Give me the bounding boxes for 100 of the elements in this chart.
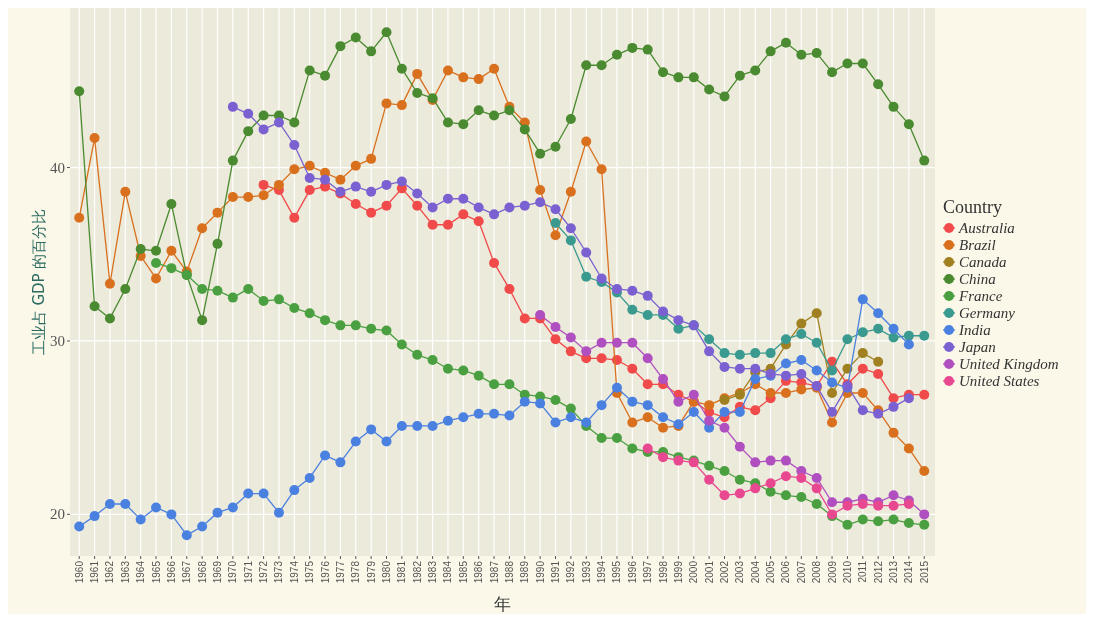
point xyxy=(289,164,300,175)
point xyxy=(473,105,484,116)
legend-label: United States xyxy=(959,373,1040,389)
point xyxy=(519,313,530,324)
point xyxy=(320,315,331,326)
point xyxy=(780,455,791,466)
point xyxy=(765,455,776,466)
point xyxy=(873,516,884,527)
point xyxy=(827,497,838,508)
point xyxy=(120,186,131,197)
point xyxy=(166,509,177,520)
point xyxy=(704,84,715,95)
point xyxy=(627,337,638,348)
point xyxy=(596,337,607,348)
legend-label: Japan xyxy=(959,339,996,355)
point xyxy=(366,323,377,334)
y-tick-label: 20 xyxy=(50,506,65,523)
point xyxy=(581,346,592,357)
point xyxy=(750,405,761,416)
x-tick-label: 1972 xyxy=(258,560,270,584)
point xyxy=(504,105,515,116)
point xyxy=(719,407,730,418)
point xyxy=(780,387,791,398)
point xyxy=(104,278,115,289)
point xyxy=(74,86,85,97)
point xyxy=(919,466,930,477)
point xyxy=(120,498,131,509)
point xyxy=(350,32,361,43)
point xyxy=(550,141,561,152)
point xyxy=(227,192,238,203)
point xyxy=(857,387,868,398)
point xyxy=(704,400,715,411)
point xyxy=(658,452,669,463)
point xyxy=(796,492,807,503)
point xyxy=(320,174,331,185)
point xyxy=(581,247,592,258)
point xyxy=(888,427,899,438)
point xyxy=(811,337,822,348)
point xyxy=(427,202,438,213)
point xyxy=(535,185,546,196)
point xyxy=(919,330,930,341)
point xyxy=(535,398,546,409)
point xyxy=(719,348,730,359)
point xyxy=(151,257,162,268)
point xyxy=(765,387,776,398)
point xyxy=(151,273,162,284)
point xyxy=(366,207,377,218)
x-tick-label: 2006 xyxy=(780,560,792,584)
point xyxy=(258,296,269,307)
point xyxy=(765,46,776,57)
x-tick-label: 1968 xyxy=(196,560,208,584)
legend-label: United Kingdom xyxy=(959,356,1059,372)
x-tick-label: 2001 xyxy=(703,560,715,584)
point xyxy=(888,401,899,412)
point xyxy=(504,283,515,294)
point xyxy=(796,368,807,379)
point xyxy=(919,519,930,530)
legend-label: India xyxy=(958,322,991,338)
point xyxy=(565,412,576,423)
point xyxy=(304,185,315,196)
point xyxy=(381,98,392,109)
x-tick-label: 1966 xyxy=(165,560,177,584)
point xyxy=(442,219,453,230)
point xyxy=(565,113,576,124)
point xyxy=(565,346,576,357)
point xyxy=(473,370,484,381)
point xyxy=(212,285,223,296)
point xyxy=(396,100,407,111)
point xyxy=(611,337,622,348)
point xyxy=(473,74,484,85)
point xyxy=(427,420,438,431)
point xyxy=(396,63,407,74)
point xyxy=(366,153,377,164)
point xyxy=(857,327,868,338)
point xyxy=(903,330,914,341)
point xyxy=(335,41,346,52)
point xyxy=(734,349,745,360)
point xyxy=(827,387,838,398)
point xyxy=(796,384,807,395)
point xyxy=(796,329,807,340)
point xyxy=(827,417,838,428)
x-tick-label: 1977 xyxy=(334,560,346,584)
point xyxy=(212,207,223,218)
x-tick-label: 1983 xyxy=(427,560,439,584)
point xyxy=(596,164,607,175)
point xyxy=(811,498,822,509)
legend-label: France xyxy=(958,288,1003,304)
point xyxy=(719,422,730,433)
x-tick-label: 1973 xyxy=(273,560,285,584)
point xyxy=(704,415,715,426)
point xyxy=(596,273,607,284)
point xyxy=(442,117,453,128)
point xyxy=(796,49,807,60)
point xyxy=(658,374,669,385)
point xyxy=(873,308,884,319)
x-tick-label: 1991 xyxy=(550,560,562,584)
y-axis-title: 工业占 GDP 的百分比 xyxy=(30,208,48,356)
point xyxy=(243,192,254,203)
x-tick-label: 1987 xyxy=(488,560,500,584)
point xyxy=(304,308,315,319)
